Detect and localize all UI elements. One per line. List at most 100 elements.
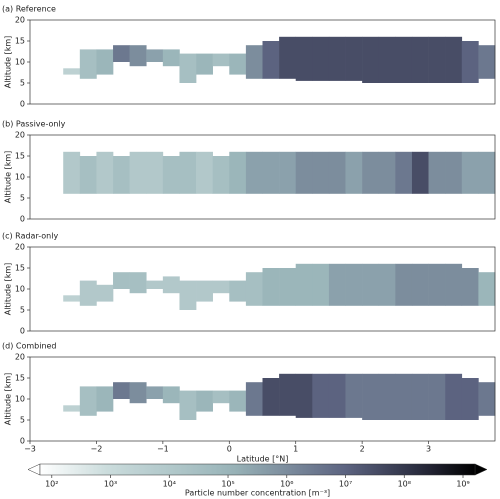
- cloud-column: [345, 36, 363, 81]
- panel-title: (a) Reference: [2, 5, 56, 14]
- cloud-column: [113, 45, 130, 62]
- x-tick-label: −2: [91, 445, 103, 454]
- cloud-column: [312, 373, 330, 418]
- cloud-column: [212, 390, 230, 404]
- cloud-column: [146, 151, 164, 194]
- cloud-column: [179, 53, 197, 83]
- cloud-column: [245, 151, 263, 194]
- x-tick-label: 2: [360, 445, 365, 454]
- cloud-column: [395, 151, 413, 194]
- cloud-column: [162, 49, 180, 67]
- y-tick-label: 10: [15, 58, 25, 67]
- cloud-column: [445, 263, 463, 306]
- cloud-column: [378, 36, 396, 83]
- y-tick-label: 20: [15, 353, 25, 362]
- cloud-column: [79, 156, 97, 194]
- cloud-column: [162, 276, 180, 294]
- cloud-column: [445, 36, 463, 83]
- cloud-column: [196, 390, 213, 412]
- cloud-column: [196, 151, 213, 194]
- y-axis-label: Altitude [km]: [4, 151, 13, 203]
- cloud-column: [295, 36, 313, 81]
- y-axis-label: Altitude [km]: [4, 36, 13, 88]
- y-tick-label: 10: [15, 395, 25, 404]
- cloud-column: [129, 45, 147, 67]
- y-tick-label: 0: [20, 100, 25, 109]
- y-tick-label: 20: [15, 243, 25, 252]
- x-axis-label: Latitude [°N]: [237, 455, 289, 464]
- cloud-column: [146, 280, 164, 289]
- cloud-column: [196, 53, 213, 75]
- colorbar-tick-label: 10⁶: [280, 480, 293, 489]
- y-tick-label: 15: [15, 264, 25, 273]
- cloud-column: [362, 151, 380, 194]
- cloud-column: [395, 263, 413, 306]
- cloud-column: [96, 386, 114, 412]
- y-tick-label: 0: [20, 437, 25, 446]
- cloud-column: [96, 284, 114, 302]
- colorbar-label: Particle number concentration [m⁻³]: [185, 489, 330, 498]
- cloud-column: [262, 41, 280, 79]
- y-tick-label: 5: [20, 306, 25, 315]
- colorbar-tick-label: 10⁵: [221, 480, 234, 489]
- colorbar-extend-high: [474, 463, 488, 476]
- cloud-column: [229, 390, 247, 412]
- cloud-column: [461, 151, 479, 194]
- y-tick-label: 20: [15, 16, 25, 25]
- x-tick-label: 1: [293, 445, 298, 454]
- cloud-column: [79, 49, 97, 79]
- panel-title: (c) Radar-only: [2, 232, 58, 241]
- cloud-column: [478, 382, 496, 416]
- cloud-column: [461, 41, 479, 83]
- cloud-column: [262, 151, 280, 194]
- cloud-column: [229, 151, 247, 194]
- colorbar-tick-label: 10²: [45, 480, 58, 489]
- cloud-column: [96, 151, 114, 194]
- cloud-column: [63, 68, 81, 75]
- y-tick-label: 15: [15, 37, 25, 46]
- cloud-column: [295, 263, 313, 306]
- cloud-column: [378, 373, 396, 420]
- x-tick-label: −3: [24, 445, 36, 454]
- cloud-column: [279, 36, 297, 79]
- cloud-column: [229, 53, 247, 75]
- cloud-column: [295, 373, 313, 418]
- cloud-column: [79, 280, 97, 306]
- cloud-column: [245, 272, 263, 306]
- cloud-column: [411, 373, 429, 420]
- cloud-column: [312, 151, 330, 194]
- cloud-column: [79, 386, 97, 416]
- cloud-column: [279, 151, 297, 194]
- cloud-column: [478, 272, 496, 306]
- cloud-column: [378, 151, 396, 194]
- cloud-column: [428, 263, 446, 306]
- cloud-column: [113, 156, 130, 194]
- cloud-column: [312, 263, 330, 306]
- cloud-column: [146, 386, 164, 399]
- cloud-column: [328, 373, 346, 418]
- cloud-column: [428, 36, 446, 83]
- y-tick-label: 5: [20, 194, 25, 203]
- cloud-column: [362, 36, 380, 83]
- cloud-column: [262, 378, 280, 416]
- x-tick-label: 3: [426, 445, 431, 454]
- cloud-column: [362, 373, 380, 420]
- cloud-column: [395, 373, 413, 420]
- cloud-column: [461, 378, 479, 420]
- cloud-column: [328, 36, 346, 81]
- panel-title: (d) Combined: [2, 342, 57, 351]
- cloud-column: [63, 151, 81, 194]
- cloud-column: [378, 263, 396, 306]
- cloud-column: [445, 151, 463, 194]
- y-tick-label: 0: [20, 327, 25, 336]
- cloud-column: [179, 280, 197, 310]
- cloud-column: [146, 49, 164, 62]
- cloud-column: [428, 151, 446, 194]
- y-tick-label: 10: [15, 173, 25, 182]
- cloud-column: [262, 268, 280, 306]
- cloud-column: [312, 36, 330, 81]
- y-tick-label: 0: [20, 215, 25, 224]
- cloud-column: [113, 272, 130, 289]
- cloud-column: [63, 405, 81, 412]
